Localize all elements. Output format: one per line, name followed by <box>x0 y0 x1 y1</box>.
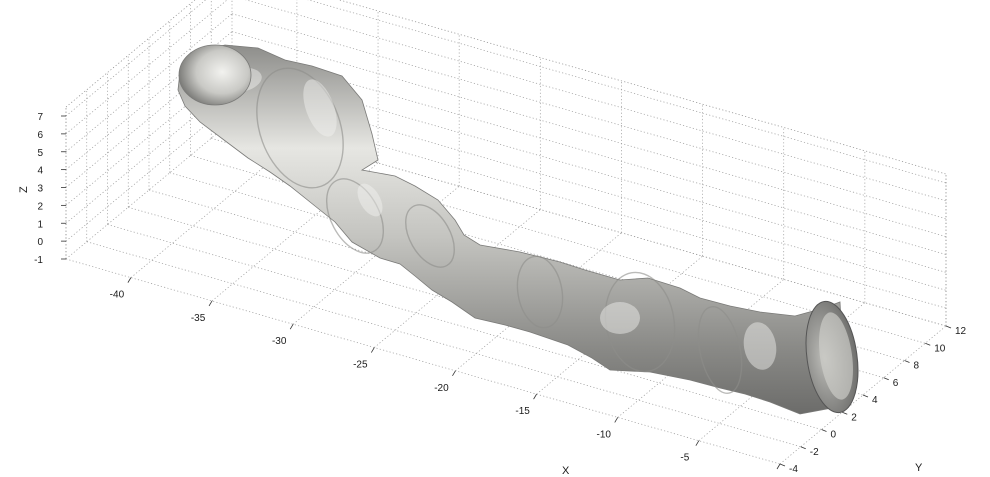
y-tick-label: -4 <box>789 464 798 475</box>
back-wall-grid-line <box>231 67 947 273</box>
y-tick-label: 10 <box>934 343 946 354</box>
z-tick-label: 0 <box>37 237 43 248</box>
y-tick-mark <box>904 360 910 363</box>
z-tick-label: 2 <box>37 201 43 212</box>
back-wall-grid-line <box>307 0 947 184</box>
back-wall-grid-line <box>231 120 947 327</box>
y-tick-label: -2 <box>810 447 819 458</box>
tube-start-cap <box>178 44 252 106</box>
x-tick-label: -20 <box>434 383 449 394</box>
z-tick-label: 7 <box>37 112 43 123</box>
y-tick-label: 12 <box>955 326 967 337</box>
x-tick-mark <box>370 347 375 353</box>
back-wall-grid-line <box>231 13 947 220</box>
back-wall-grid-line <box>231 49 947 255</box>
y-tick-label: 8 <box>914 361 920 372</box>
x-tick-mark <box>208 300 213 307</box>
back-wall-grid-line <box>245 0 947 202</box>
tube-highlight <box>743 322 777 370</box>
y-tick-label: 4 <box>872 395 878 406</box>
y-tick-mark <box>779 463 786 467</box>
x-tick-mark <box>695 440 700 446</box>
z-axis-label: Z <box>18 186 30 193</box>
y-tick-mark <box>862 394 869 398</box>
y-tick-mark <box>842 411 848 415</box>
z-tick-label: 6 <box>37 130 43 141</box>
floor-grid-line <box>86 241 801 448</box>
tube-ring <box>405 204 455 268</box>
back-wall-grid-line <box>231 102 947 309</box>
back-wall-grid-line <box>231 31 947 237</box>
x-tick-label: -25 <box>353 360 368 371</box>
x-tick-label: -15 <box>515 406 530 417</box>
axis-ticks: -40-35-30-25-20-15-10-50-4-2024681012-10… <box>34 112 966 477</box>
back-wall-grid-line <box>231 84 947 291</box>
tube-ring <box>256 67 344 189</box>
x-tick-label: -35 <box>191 313 206 324</box>
tube-end-inner <box>819 312 853 400</box>
tube-ring <box>325 178 385 254</box>
x-tick-label: -30 <box>272 336 287 347</box>
y-tick-label: 6 <box>893 378 899 389</box>
z-tick-label: -1 <box>34 255 43 266</box>
x-tick-mark <box>289 324 294 330</box>
x-tick-mark <box>533 393 537 400</box>
tube-highlight <box>303 79 337 137</box>
y-tick-label: 0 <box>831 430 837 441</box>
tube-ring <box>697 306 743 394</box>
x-tick-mark <box>614 417 619 423</box>
box-edge <box>338 0 947 175</box>
tube-highlight <box>600 302 640 334</box>
z-tick-label: 3 <box>37 184 43 195</box>
z-tick-label: 1 <box>37 219 43 230</box>
x-axis-label: X <box>562 465 570 477</box>
tube-ring <box>516 255 564 329</box>
tube-body <box>177 44 846 415</box>
floor-grid-line <box>211 137 926 344</box>
x-tick-mark <box>452 370 456 377</box>
y-tick-mark <box>800 446 806 450</box>
tube-highlight <box>357 183 383 217</box>
y-tick-mark <box>821 429 827 432</box>
tube-surface <box>177 44 859 415</box>
y-axis-label: Y <box>915 462 923 474</box>
y-tick-mark <box>925 342 931 346</box>
tube-ring <box>604 271 676 373</box>
x-tick-mark <box>776 463 781 470</box>
x-tick-mark <box>127 277 132 283</box>
y-tick-mark <box>883 377 889 381</box>
x-tick-label: -5 <box>680 453 689 464</box>
floor-grid-line <box>107 224 822 430</box>
y-tick-mark <box>945 325 952 329</box>
floor-grid-line <box>65 258 781 465</box>
x-tick-label: -10 <box>597 429 612 440</box>
y-tick-label: 2 <box>851 412 857 423</box>
z-tick-label: 5 <box>37 148 43 159</box>
x-tick-label: -40 <box>110 290 125 301</box>
z-tick-label: 4 <box>37 166 43 177</box>
